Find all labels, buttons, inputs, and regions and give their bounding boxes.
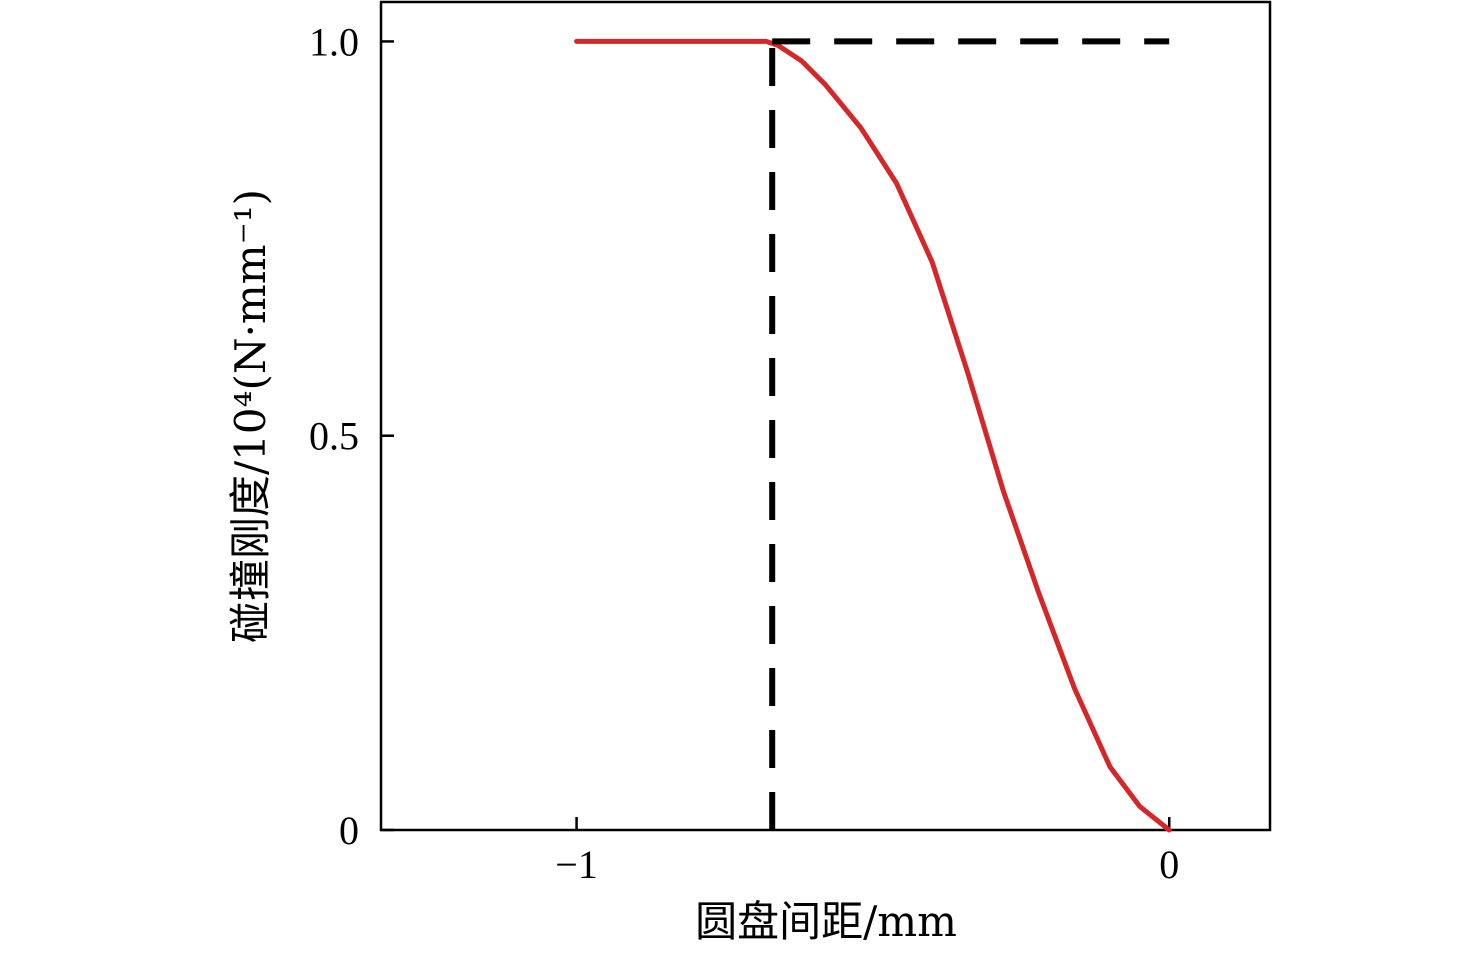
x-tick-label: −1	[555, 842, 598, 887]
plot-frame	[379, 0, 1272, 832]
y-axis-title: 碰撞刚度/10⁴(N·mm⁻¹)	[226, 189, 275, 643]
y-tick-label: 0	[339, 808, 359, 853]
tick-group: 0 0.5 1.0 −1 0	[309, 19, 1179, 887]
x-tick-label: 0	[1159, 842, 1179, 887]
y-tick-label: 1.0	[309, 19, 359, 64]
y-tick-label: 0.5	[309, 414, 359, 459]
series-group	[574, 38, 1172, 833]
x-axis-title: 圆盘间距/mm	[695, 897, 957, 946]
stiffness-curve	[574, 38, 1172, 833]
